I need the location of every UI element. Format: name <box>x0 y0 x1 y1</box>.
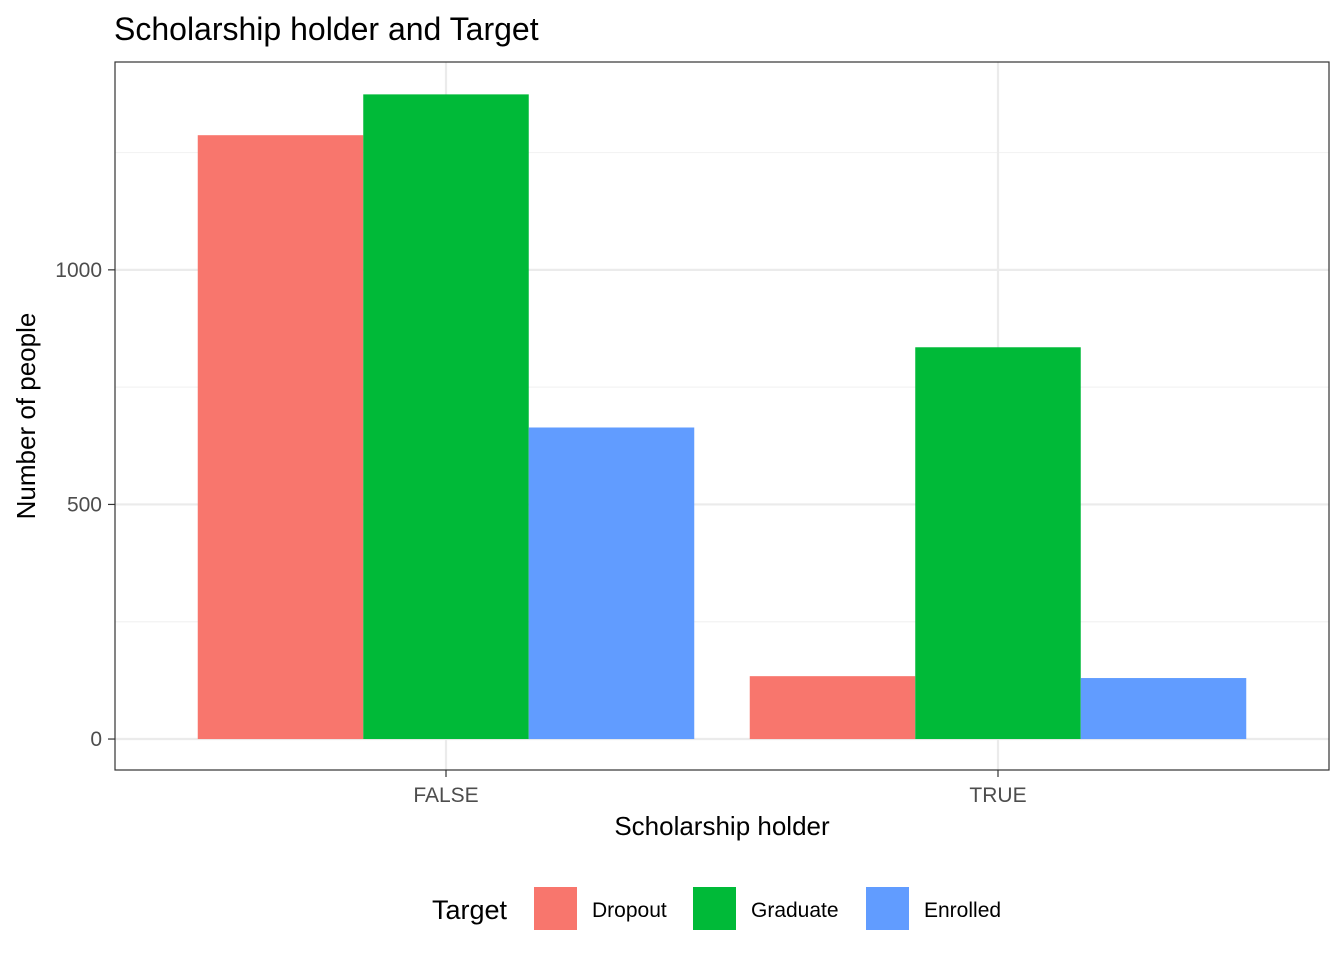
x-tick-label-true: TRUE <box>969 784 1026 807</box>
plot-panel-border <box>114 61 1330 771</box>
y-tick-label-0: 0 <box>90 728 102 751</box>
bar-enrolled-false <box>528 427 695 740</box>
bar-graduate-false <box>363 94 529 740</box>
bar-dropout-true <box>749 676 916 740</box>
y-tick-label-2: 1000 <box>55 259 102 282</box>
legend-label-graduate: Graduate <box>751 899 839 922</box>
bar-enrolled-true <box>1080 678 1247 740</box>
plot-area: 0 500 1000 FALSE TRUE <box>55 61 1330 807</box>
x-axis-title: Scholarship holder <box>614 811 830 841</box>
legend-key-dropout <box>534 887 577 930</box>
legend: Target Dropout Graduate Enrolled <box>432 887 1001 930</box>
legend-key-enrolled <box>866 887 909 930</box>
legend-label-enrolled: Enrolled <box>924 899 1001 922</box>
chart-title: Scholarship holder and Target <box>114 11 539 47</box>
x-tick-label-false: FALSE <box>413 784 478 807</box>
y-axis-title: Number of people <box>11 313 41 520</box>
legend-title: Target <box>432 895 508 925</box>
legend-label-dropout: Dropout <box>592 899 667 922</box>
legend-key-graduate <box>693 887 736 930</box>
y-tick-label-1: 500 <box>67 493 102 516</box>
bar-graduate-true <box>915 347 1081 740</box>
bar-dropout-false <box>197 135 364 740</box>
